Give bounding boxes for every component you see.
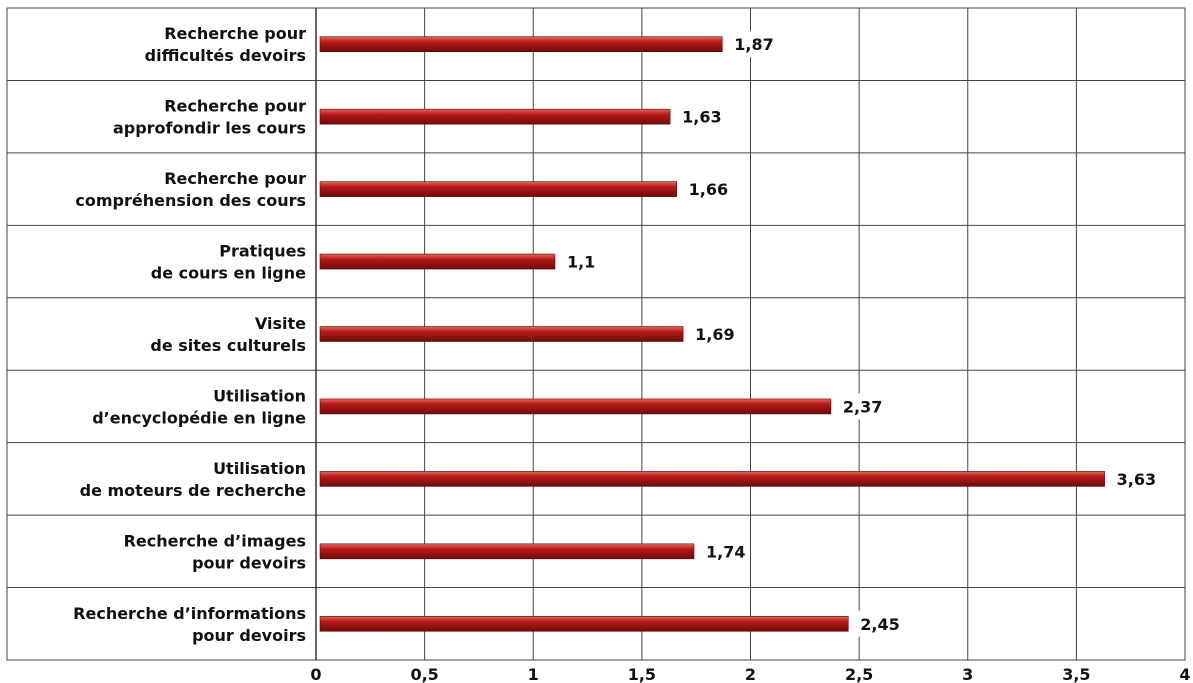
category-label-line: pour devoirs — [192, 553, 306, 572]
category-label-line: Recherche pour — [164, 97, 306, 116]
category-label-line: approfondir les cours — [113, 119, 306, 138]
value-label: 1,87 — [734, 35, 773, 54]
category-label-layer: Recherche pour difficultés devoirsRecherc… — [73, 24, 306, 645]
category-label-line: de sites culturels — [150, 336, 306, 355]
category-label-line: Visite — [255, 314, 306, 333]
value-label: 1,66 — [689, 180, 728, 199]
value-label-background — [836, 393, 887, 420]
x-tick-label: 0 — [310, 665, 321, 683]
category-label-line: Pratiques — [219, 242, 306, 261]
category-label-line: de cours en ligne — [151, 264, 306, 283]
value-label-background — [682, 176, 733, 203]
x-tick-label: 3,5 — [1062, 665, 1090, 683]
value-label: 1,69 — [695, 325, 734, 344]
value-label: 2,45 — [860, 615, 899, 634]
category-label-line: Recherche d’images — [124, 531, 306, 550]
category-label: Utilisation d’encyclopédie en ligne — [92, 386, 306, 427]
category-label: Recherche pour approfondir les cours — [113, 97, 306, 138]
value-label: 1,63 — [682, 108, 721, 127]
category-label-line: de moteurs de recherche — [80, 481, 307, 500]
bar — [319, 543, 695, 560]
category-label-line: Recherche d’informations — [73, 604, 306, 623]
x-tick-label: 0,5 — [410, 665, 438, 683]
category-label: Recherche d’informations pour devoirs — [73, 604, 306, 645]
bar — [319, 36, 723, 53]
value-label: 1,74 — [706, 542, 745, 561]
category-label-line: Recherche pour — [164, 24, 306, 43]
value-label-background — [728, 31, 779, 58]
x-tick-label: 2 — [745, 665, 756, 683]
category-label: Pratiques de cours en ligne — [151, 242, 306, 283]
category-label-line: Utilisation — [213, 386, 306, 405]
chart-frame — [6, 7, 1186, 661]
value-label-background — [1110, 465, 1161, 492]
value-label-background — [689, 321, 740, 347]
x-tick-label: 1 — [528, 665, 539, 683]
category-label: Recherche d’images pour devoirs — [124, 531, 306, 572]
x-tick-label: 2,5 — [845, 665, 873, 683]
category-label: Utilisation de moteurs de recherche — [80, 459, 307, 500]
value-label: 2,37 — [843, 397, 882, 416]
value-label: 1,1 — [567, 253, 595, 272]
category-label-line: Recherche pour — [164, 169, 306, 188]
bar — [319, 398, 832, 415]
bar — [319, 615, 849, 632]
value-label-background — [854, 610, 905, 637]
category-label-line: pour devoirs — [192, 626, 306, 645]
category-label-line: Utilisation — [213, 459, 306, 478]
category-label-line: difficultés devoirs — [145, 46, 306, 65]
bar — [319, 181, 677, 197]
bar — [319, 471, 1105, 487]
bar — [319, 253, 556, 270]
value-label-background — [560, 248, 601, 275]
x-tick-label: 3 — [962, 665, 973, 683]
value-label-background — [676, 103, 727, 130]
x-tick-label: 1,5 — [628, 665, 656, 683]
x-tick-label: 4 — [1179, 665, 1190, 683]
category-label: Recherche pour difficultés devoirs — [145, 24, 306, 65]
tick-label-layer: 0 0,5 1 1,5 2 2,5 3 3,5 4 — [310, 665, 1190, 683]
category-label-line: d’encyclopédie en ligne — [92, 408, 306, 427]
bar-layer: 1,87 1,63 1,66 1,1 1,69 2,37 3,63 1,74 2,45 — [319, 31, 1161, 637]
value-label-background — [700, 538, 751, 565]
category-label: Visite de sites culturels — [150, 314, 306, 355]
bar — [319, 326, 684, 342]
category-label-line: compréhension des cours — [75, 191, 306, 210]
value-label: 3,63 — [1117, 470, 1156, 489]
bar — [319, 108, 671, 125]
category-label: Recherche pour compréhension des cours — [75, 169, 306, 210]
